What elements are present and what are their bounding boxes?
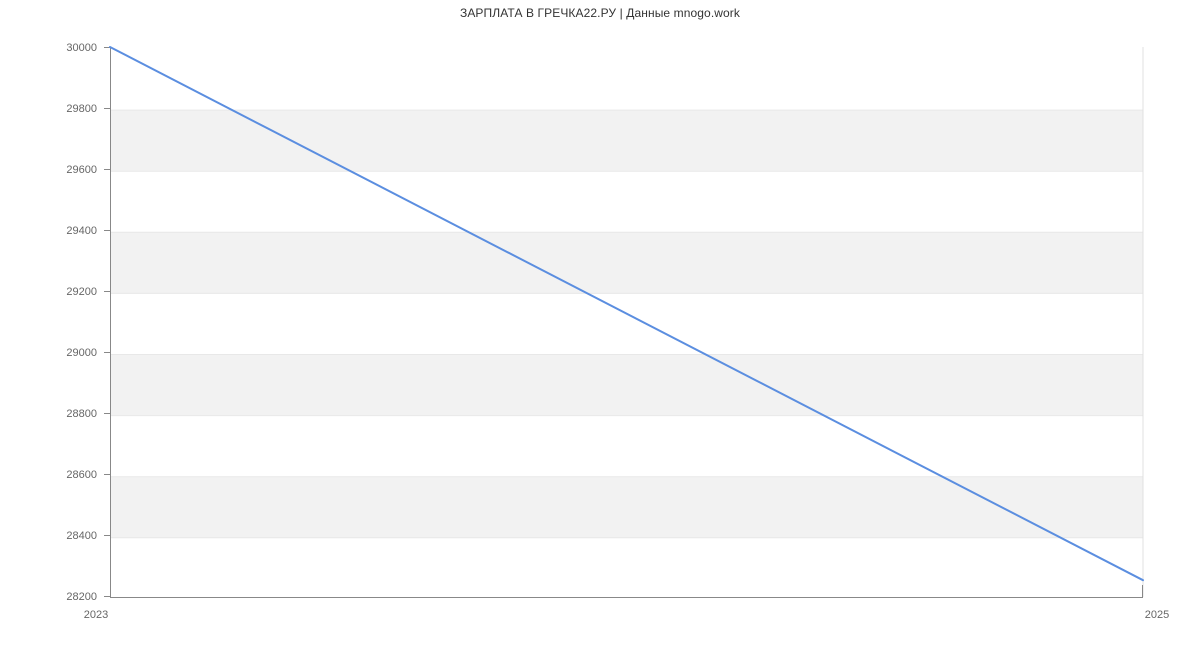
y-tick-label: 28800 <box>66 408 97 420</box>
plot-band <box>110 354 1143 416</box>
x-axis-labels: 2023 2025 <box>84 609 1169 621</box>
plot-band <box>110 110 1143 172</box>
plot-band <box>110 232 1143 294</box>
y-tick-label: 29800 <box>66 103 97 115</box>
y-tick-label: 28200 <box>66 591 97 603</box>
x-axis-ticks <box>110 585 1143 597</box>
chart-title: ЗАРПЛАТА В ГРЕЧКА22.РУ | Данные mnogo.wo… <box>459 6 740 20</box>
y-tick-label: 29000 <box>66 347 97 359</box>
plot-bands <box>110 110 1143 538</box>
y-tick-label: 29600 <box>66 164 97 176</box>
y-tick-label: 28600 <box>66 469 97 481</box>
series-line-salary <box>109 46 1144 582</box>
x-tick-label-right: 2025 <box>1145 609 1169 621</box>
y-tick-label: 29400 <box>66 225 97 237</box>
y-tick-label: 28400 <box>66 530 97 542</box>
grid-lines <box>110 109 1143 539</box>
y-tick-label: 30000 <box>66 42 97 54</box>
y-axis-labels: 30000 29800 29600 29400 29200 29000 2880… <box>66 42 97 603</box>
y-axis-ticks <box>104 47 110 597</box>
x-tick-label-left: 2023 <box>84 609 108 621</box>
plot-band <box>110 476 1143 538</box>
y-tick-label: 29200 <box>66 286 97 298</box>
